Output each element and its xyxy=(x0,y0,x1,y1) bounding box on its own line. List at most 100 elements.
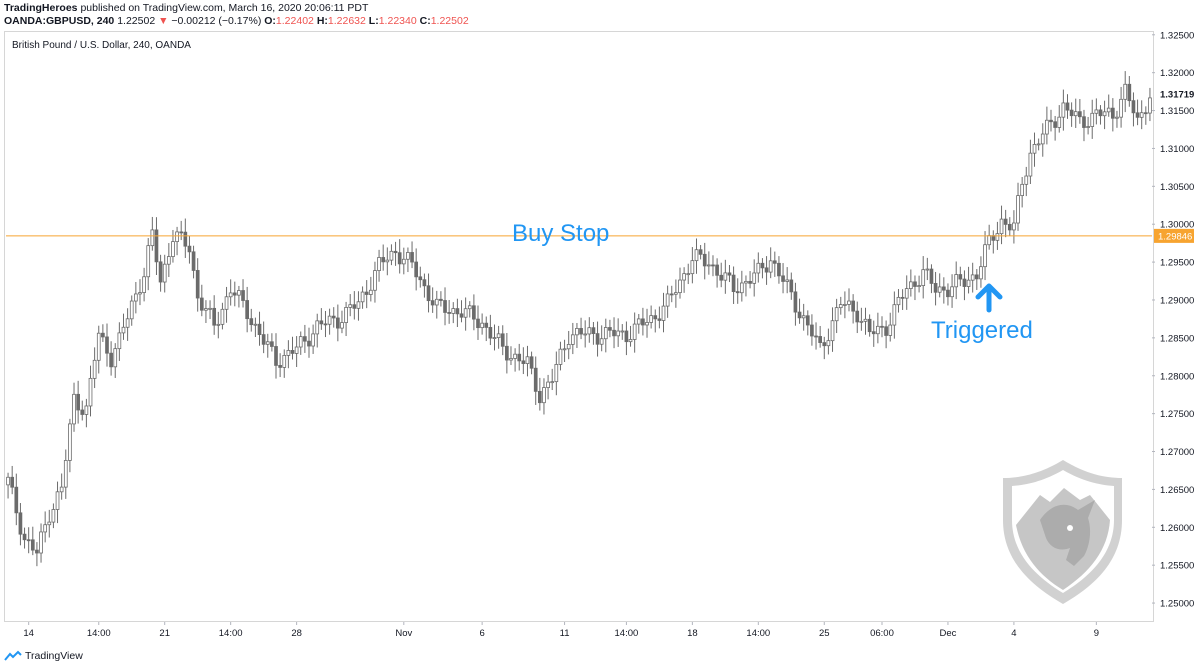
candle[interactable] xyxy=(476,305,480,340)
candle[interactable] xyxy=(1028,139,1033,185)
candle[interactable] xyxy=(562,339,567,362)
candle[interactable] xyxy=(579,317,583,340)
candle[interactable] xyxy=(142,267,146,302)
candle[interactable] xyxy=(430,287,435,313)
candle[interactable] xyxy=(72,382,76,432)
candle[interactable] xyxy=(55,481,60,524)
candle[interactable] xyxy=(678,267,682,299)
candle[interactable] xyxy=(488,314,493,346)
candle[interactable] xyxy=(756,252,761,283)
candle[interactable] xyxy=(447,299,451,324)
candle[interactable] xyxy=(125,308,130,341)
candle[interactable] xyxy=(838,296,843,315)
candle[interactable] xyxy=(999,205,1004,245)
candle[interactable] xyxy=(377,249,381,282)
candle[interactable] xyxy=(1139,100,1144,130)
candle[interactable] xyxy=(80,400,85,421)
candle[interactable] xyxy=(1102,100,1107,130)
candle[interactable] xyxy=(904,275,909,310)
candle[interactable] xyxy=(356,291,361,321)
candle[interactable] xyxy=(628,325,633,347)
candle[interactable] xyxy=(822,336,827,360)
candle[interactable] xyxy=(669,285,674,303)
candle[interactable] xyxy=(876,312,880,344)
candle[interactable] xyxy=(340,310,344,334)
candle[interactable] xyxy=(228,279,233,306)
candle[interactable] xyxy=(109,341,113,376)
candle[interactable] xyxy=(657,306,662,329)
candle[interactable] xyxy=(764,256,769,285)
candle[interactable] xyxy=(315,313,320,348)
candle[interactable] xyxy=(863,307,868,335)
candle[interactable] xyxy=(418,266,423,288)
candle[interactable] xyxy=(59,473,64,500)
candle[interactable] xyxy=(888,312,893,342)
candle[interactable] xyxy=(723,259,728,294)
candle[interactable] xyxy=(323,310,328,338)
candle[interactable] xyxy=(364,280,369,309)
candle[interactable] xyxy=(1110,98,1115,132)
candle[interactable] xyxy=(348,294,353,317)
candle[interactable] xyxy=(88,365,93,417)
candle[interactable] xyxy=(179,220,184,241)
candle[interactable] xyxy=(595,321,600,357)
candle[interactable] xyxy=(1131,92,1136,127)
candle[interactable] xyxy=(43,511,48,543)
candle[interactable] xyxy=(1094,98,1099,125)
candle[interactable] xyxy=(1065,94,1070,119)
candle[interactable] xyxy=(336,304,340,342)
candle[interactable] xyxy=(570,322,575,355)
candle[interactable] xyxy=(608,319,612,338)
candle[interactable] xyxy=(1061,89,1066,131)
candle[interactable] xyxy=(290,336,295,360)
candle[interactable] xyxy=(624,321,629,356)
candle[interactable] xyxy=(641,307,645,336)
candle[interactable] xyxy=(105,323,109,367)
candle[interactable] xyxy=(294,336,299,368)
candle[interactable] xyxy=(884,320,888,349)
candle[interactable] xyxy=(744,275,748,297)
candle[interactable] xyxy=(925,257,930,281)
candle[interactable] xyxy=(616,318,621,347)
candle[interactable] xyxy=(966,266,971,294)
candle[interactable] xyxy=(319,308,324,330)
candle[interactable] xyxy=(385,247,390,276)
candle[interactable] xyxy=(533,356,538,405)
candle[interactable] xyxy=(645,308,649,338)
candle[interactable] xyxy=(439,291,443,307)
candle[interactable] xyxy=(208,300,212,320)
candle[interactable] xyxy=(344,301,348,337)
candle[interactable] xyxy=(711,255,715,277)
candle[interactable] xyxy=(1036,138,1041,151)
candle[interactable] xyxy=(1069,102,1074,127)
candle[interactable] xyxy=(216,311,221,339)
candle[interactable] xyxy=(406,247,410,273)
candle[interactable] xyxy=(1003,209,1008,238)
candle[interactable] xyxy=(550,368,555,391)
candle[interactable] xyxy=(171,229,175,263)
chart-pane[interactable] xyxy=(4,31,1154,622)
candle[interactable] xyxy=(212,295,217,335)
candle[interactable] xyxy=(682,267,686,293)
candle[interactable] xyxy=(892,291,897,339)
candle[interactable] xyxy=(941,277,946,304)
candle[interactable] xyxy=(467,301,472,318)
candle[interactable] xyxy=(265,333,270,358)
candle[interactable] xyxy=(6,472,10,499)
candle[interactable] xyxy=(781,263,785,294)
candle[interactable] xyxy=(18,503,23,546)
candle[interactable] xyxy=(719,262,724,288)
candle[interactable] xyxy=(241,279,245,308)
candle[interactable] xyxy=(410,241,414,269)
candle[interactable] xyxy=(414,248,419,291)
candle[interactable] xyxy=(702,242,707,280)
candle[interactable] xyxy=(257,311,262,346)
candle[interactable] xyxy=(727,265,732,283)
candle[interactable] xyxy=(426,273,431,313)
candle[interactable] xyxy=(158,254,163,292)
footer-brand[interactable]: TradingView xyxy=(25,650,83,662)
candle[interactable] xyxy=(134,281,138,314)
candle[interactable] xyxy=(789,272,794,300)
candle[interactable] xyxy=(22,527,27,549)
